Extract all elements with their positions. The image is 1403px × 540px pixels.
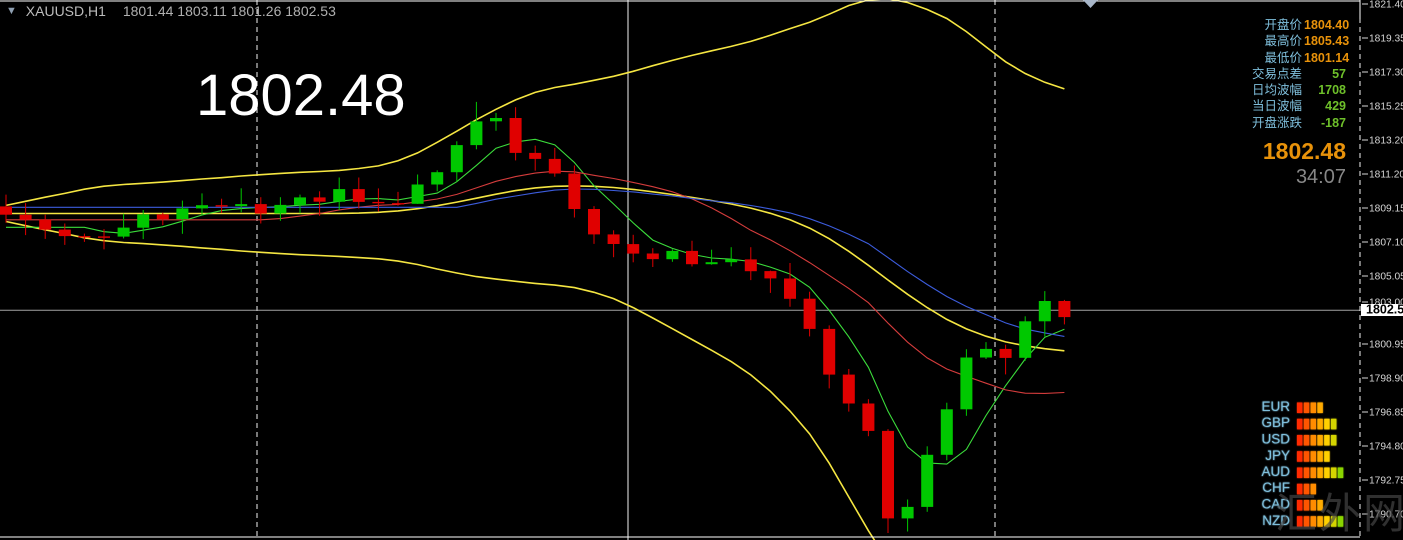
svg-text:EUR: EUR: [1261, 399, 1290, 414]
svg-text:CAD: CAD: [1261, 497, 1290, 512]
svg-text:JPY: JPY: [1265, 448, 1290, 463]
svg-text:1792.75: 1792.75: [1369, 476, 1403, 487]
svg-text:1794.80: 1794.80: [1369, 442, 1403, 453]
svg-text:1802.53: 1802.53: [1366, 303, 1403, 317]
svg-text:USD: USD: [1261, 432, 1290, 447]
svg-text:GBP: GBP: [1261, 415, 1290, 430]
svg-text:1821.40: 1821.40: [1369, 0, 1403, 11]
svg-text:1819.35: 1819.35: [1369, 34, 1403, 45]
svg-text:1813.20: 1813.20: [1369, 136, 1403, 147]
svg-text:1798.90: 1798.90: [1369, 374, 1403, 385]
svg-text:1796.85: 1796.85: [1369, 408, 1403, 419]
svg-text:AUD: AUD: [1261, 464, 1290, 479]
svg-text:1809.15: 1809.15: [1369, 204, 1403, 215]
svg-text:NZD: NZD: [1262, 513, 1290, 528]
svg-text:1790.70: 1790.70: [1369, 510, 1403, 521]
svg-text:CHF: CHF: [1262, 480, 1290, 495]
svg-text:1817.30: 1817.30: [1369, 68, 1403, 79]
svg-text:1807.10: 1807.10: [1369, 238, 1403, 249]
svg-text:1811.20: 1811.20: [1369, 170, 1403, 181]
svg-text:1815.25: 1815.25: [1369, 102, 1403, 113]
svg-text:1805.05: 1805.05: [1369, 272, 1403, 283]
svg-text:1800.95: 1800.95: [1369, 340, 1403, 351]
